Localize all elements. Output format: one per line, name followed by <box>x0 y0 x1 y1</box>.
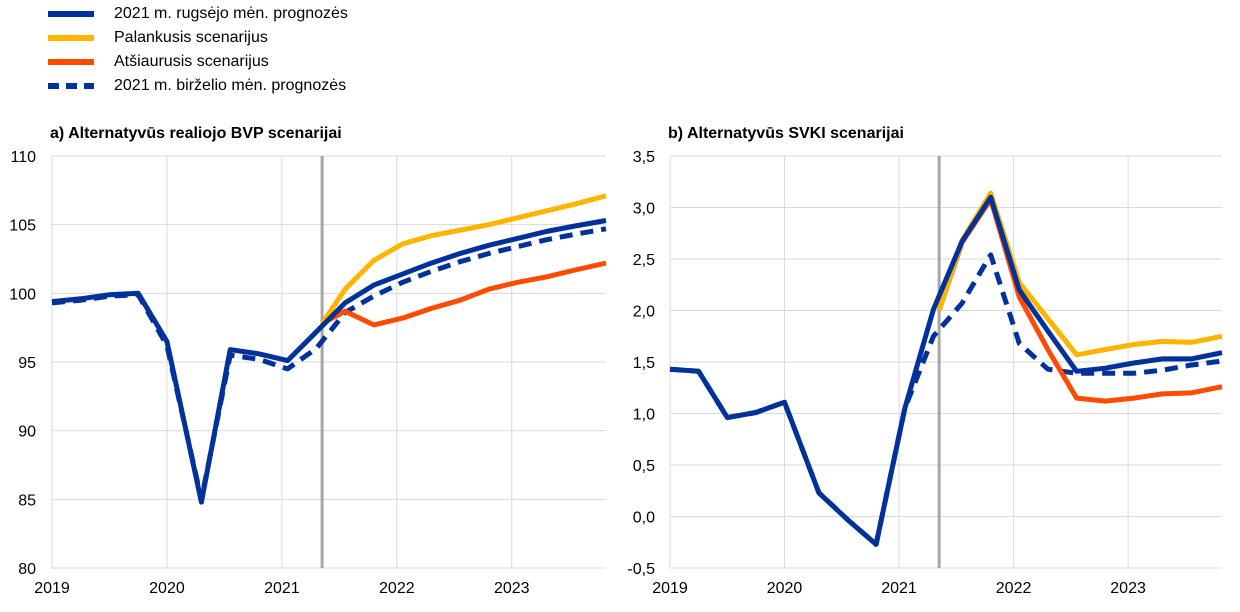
y-tick-label: 0,5 <box>633 458 655 475</box>
series-line <box>320 260 607 328</box>
y-tick-label: 0,0 <box>633 510 655 527</box>
legend-item-favourable-scenario: Palankusis scenarijus <box>48 26 348 50</box>
x-tick-label: 2019 <box>652 580 688 597</box>
y-tick-label: 85 <box>18 492 36 509</box>
legend-swatch <box>48 3 94 25</box>
y-tick-label: 80 <box>18 561 36 578</box>
x-tick-label: 2021 <box>881 580 917 597</box>
x-tick-label: 2023 <box>494 580 530 597</box>
series-line <box>51 218 607 505</box>
legend-swatch <box>48 51 94 73</box>
y-tick-label: 90 <box>18 424 36 441</box>
legend-label: Palankusis scenarijus <box>114 29 268 46</box>
y-tick-label: 105 <box>9 218 36 235</box>
series-line <box>51 226 607 502</box>
legend: 2021 m. rugsėjo mėn. prognozės Palankusi… <box>48 2 348 98</box>
y-tick-label: 2,5 <box>633 252 655 269</box>
legend-swatch <box>48 75 94 97</box>
y-tick-label: 3,0 <box>633 201 655 218</box>
legend-item-severe-scenario: Atšiaurusis scenarijus <box>48 50 348 74</box>
y-tick-label: 1,5 <box>633 355 655 372</box>
y-tick-label: -0,5 <box>627 561 655 578</box>
legend-item-september-projections: 2021 m. rugsėjo mėn. prognozės <box>48 2 348 26</box>
y-tick-label: 3,5 <box>633 149 655 166</box>
chart-title: a) Alternatyvūs realiojo BVP scenarijai <box>50 125 342 142</box>
y-tick-label: 1,0 <box>633 407 655 424</box>
y-tick-label: 110 <box>10 149 36 166</box>
y-tick-label: 100 <box>9 286 36 303</box>
x-tick-label: 2021 <box>264 580 300 597</box>
series-line <box>669 194 1223 547</box>
y-tick-label: 95 <box>18 355 36 372</box>
legend-swatch <box>48 27 94 49</box>
y-tick-label: 2,0 <box>633 304 655 321</box>
legend-label: 2021 m. rugsėjo mėn. prognozės <box>114 5 348 22</box>
x-tick-label: 2019 <box>34 580 70 597</box>
x-tick-label: 2020 <box>149 580 185 597</box>
legend-item-june-projections: 2021 m. birželio mėn. prognozės <box>48 74 348 98</box>
chart-title: b) Alternatyvūs SVKI scenarijai <box>668 125 904 142</box>
x-tick-label: 2022 <box>379 580 415 597</box>
x-tick-label: 2020 <box>767 580 803 597</box>
x-tick-label: 2022 <box>996 580 1032 597</box>
x-tick-label: 2023 <box>1110 580 1146 597</box>
series-line <box>320 193 607 325</box>
legend-label: 2021 m. birželio mėn. prognozės <box>114 77 347 94</box>
legend-label: Atšiaurusis scenarijus <box>114 53 269 70</box>
